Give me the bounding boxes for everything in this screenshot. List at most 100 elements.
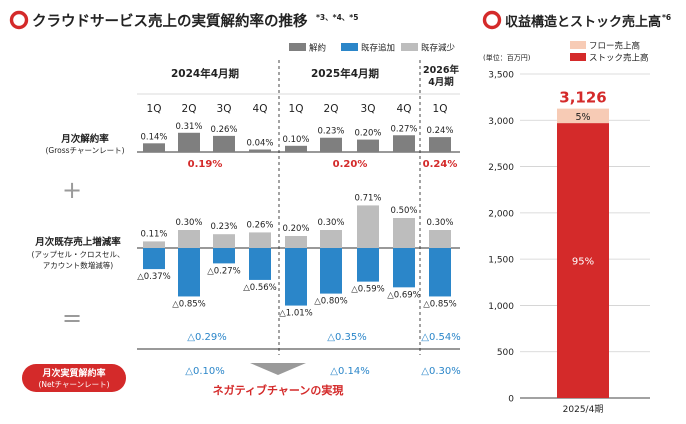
quarter-label: 3Q: [217, 103, 232, 115]
legend-label-churn: 解約: [309, 43, 326, 54]
left-title-icon: [9, 10, 29, 30]
existing-add-bar: [143, 248, 165, 270]
churn-bar: [213, 135, 235, 152]
right-title-icon: [482, 10, 502, 30]
existing-add-bar: [393, 248, 415, 288]
row-sublabel-gross-churn: (Grossチャーンレート): [45, 146, 124, 155]
right-unit-label: (単位：百万円): [483, 53, 531, 62]
legend-swatch-existing-decrease: [401, 43, 418, 51]
churn-bar-label: 0.27%: [390, 124, 417, 134]
existing-decrease-label: 0.30%: [175, 218, 202, 228]
quarter-label: 1Q: [289, 103, 304, 115]
existing-decrease-label: 0.71%: [354, 193, 381, 203]
period-header-2025: 2025年4月期: [311, 67, 379, 80]
quarter-label: 1Q: [147, 103, 162, 115]
existing-avg-2026: △0.54%: [421, 332, 460, 343]
existing-decrease-label: 0.50%: [390, 206, 417, 216]
left-legend: 解約 既存追加 既存減少: [289, 43, 456, 54]
y-tick-label: 500: [497, 348, 514, 358]
existing-add-label: △0.59%: [351, 285, 385, 295]
quarter-label: 2Q: [324, 103, 339, 115]
row-label-existing-change: 月次既存売上増減率: [34, 236, 121, 248]
y-tick-label: 3,500: [488, 71, 514, 81]
stock-revenue-bar: [557, 123, 609, 398]
row-sublabel-existing-change-2: アカウント数増減等): [43, 260, 113, 270]
quarter-label: 3Q: [361, 103, 376, 115]
right-chart-title: 収益構造とストック売上高: [505, 14, 661, 30]
existing-decrease-label: 0.11%: [140, 229, 167, 239]
period-header-2024: 2024年4月期: [171, 67, 239, 80]
quarter-label: 1Q: [433, 103, 448, 115]
legend-label-stock: ストック売上高: [589, 53, 649, 64]
legend-swatch-stock: [570, 53, 586, 61]
existing-decrease-label: 0.20%: [282, 224, 309, 234]
churn-bar-label: 0.10%: [282, 135, 309, 145]
net-churn-badge-label: 月次実質解約率: [41, 367, 105, 379]
existing-add-bar: [320, 248, 342, 294]
x-category-label: 2025/4期: [563, 404, 604, 415]
y-tick-label: 1,000: [488, 302, 514, 312]
y-tick-label: 0: [508, 395, 514, 405]
churn-bar: [357, 139, 379, 152]
legend-label-existing-decrease: 既存減少: [421, 43, 456, 54]
existing-decrease-bar: [429, 230, 451, 248]
revenue-chart: 0 500 1,000 1,500 2,000 2,500 3,000 3,500 95% 5% 3…: [488, 71, 650, 415]
period-header-2026-line2: 4月期: [428, 76, 454, 88]
existing-add-label: △0.85%: [172, 299, 206, 309]
plus-sign: +: [62, 176, 82, 204]
existing-decrease-bar: [393, 218, 415, 248]
period-header-2026-line1: 2026年: [423, 64, 459, 76]
quarter-label: 4Q: [253, 103, 268, 115]
down-arrow-icon: [250, 363, 306, 375]
churn-bar-label: 0.26%: [210, 125, 237, 135]
churn-bar: [393, 135, 415, 152]
net-churn-badge: [22, 364, 126, 392]
net-avg-2026: △0.30%: [421, 366, 460, 377]
existing-decrease-bar: [320, 230, 342, 248]
legend-swatch-churn: [289, 43, 306, 51]
gross-avg-2026: 0.24%: [423, 159, 458, 170]
existing-add-bar: [357, 248, 379, 282]
existing-decrease-label: 0.30%: [426, 218, 453, 228]
y-tick-label: 2,500: [488, 163, 514, 173]
y-tick-label: 3,000: [488, 117, 514, 127]
legend-swatch-flow: [570, 41, 586, 49]
flow-revenue-bar: [557, 108, 609, 124]
quarter-labels: 1Q 2Q 3Q 4Q 1Q 2Q 3Q 4Q 1Q: [147, 103, 448, 115]
churn-bar: [285, 145, 307, 152]
net-churn-badge-sublabel: (Netチャーンレート): [38, 380, 109, 389]
churn-bar-label: 0.31%: [175, 122, 202, 132]
existing-add-label: △1.01%: [279, 309, 313, 319]
existing-decrease-bar: [143, 241, 165, 248]
existing-add-bar: [178, 248, 200, 297]
existing-add-bar: [429, 248, 451, 297]
existing-add-label: △0.37%: [137, 272, 171, 282]
stock-share-label: 95%: [572, 257, 594, 268]
existing-decrease-label: 0.30%: [317, 218, 344, 228]
existing-decrease-bar: [357, 205, 379, 248]
churn-bar-label: 0.14%: [140, 132, 167, 142]
quarter-label: 2Q: [182, 103, 197, 115]
existing-add-label: △0.56%: [243, 283, 277, 293]
existing-add-bar: [249, 248, 271, 280]
existing-add-label: △0.69%: [387, 290, 421, 300]
gross-avg-2024: 0.19%: [188, 159, 223, 170]
gross-avg-2025: 0.20%: [333, 159, 368, 170]
existing-add-bar: [213, 248, 235, 264]
existing-decrease-bar: [178, 230, 200, 248]
right-chart-title-footnote: *6: [662, 13, 671, 22]
legend-label-existing-add: 既存追加: [361, 43, 395, 54]
legend-label-flow: フロー売上高: [589, 41, 640, 52]
net-avg-2025: △0.14%: [330, 366, 369, 377]
row-sublabel-existing-change-1: (アップセル・クロスセル、: [32, 250, 125, 259]
existing-decrease-bar: [249, 232, 271, 248]
left-chart-title-footnote: *3、*4、*5: [316, 13, 358, 22]
existing-avg-2025: △0.35%: [327, 332, 366, 343]
y-tick-label: 2,000: [488, 209, 514, 219]
churn-bar: [143, 143, 165, 152]
churn-bar: [249, 149, 271, 152]
existing-add-label: △0.27%: [207, 266, 241, 276]
flow-share-label: 5%: [575, 112, 590, 123]
net-avg-2024: △0.10%: [185, 366, 224, 377]
